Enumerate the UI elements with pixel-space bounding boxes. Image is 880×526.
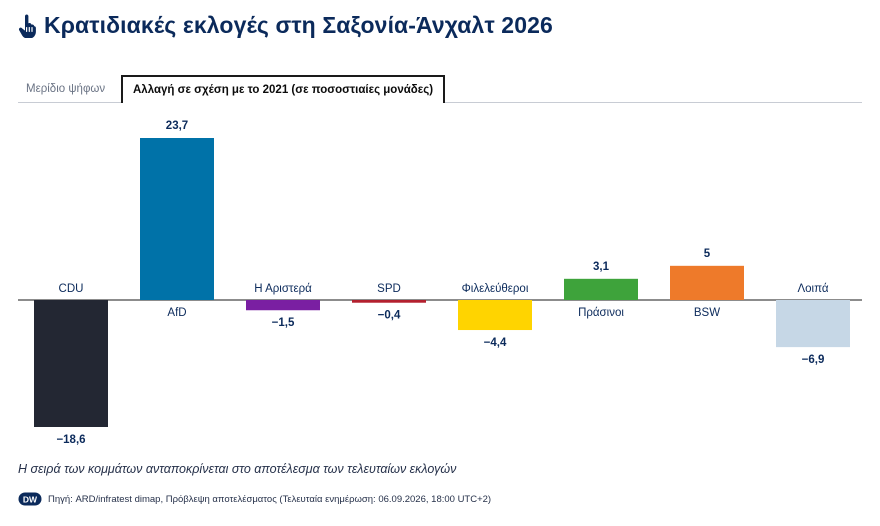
tab-change-since-2021[interactable]: Αλλαγή σε σχέση με το 2021 (σε ποσοστιαί… xyxy=(121,75,446,103)
value-label: 23,7 xyxy=(166,120,188,132)
bar-6 xyxy=(670,265,744,300)
footer: DW Πηγή: ARD/infratest dimap, Πρόβλεψη α… xyxy=(18,492,491,506)
category-label: BSW xyxy=(694,307,720,319)
category-label: Πράσινοι xyxy=(578,307,624,319)
chart-note: Η σειρά των κομμάτων ανταποκρίνεται στο … xyxy=(18,462,457,476)
value-label: −0,4 xyxy=(378,310,401,322)
bar-7 xyxy=(776,300,850,348)
dw-logo-icon: DW xyxy=(18,492,42,506)
bar-0 xyxy=(34,300,108,427)
category-label: Φιλελεύθεροι xyxy=(462,283,529,295)
dw-logo-text: DW xyxy=(23,494,38,504)
category-label: Λοιπά xyxy=(797,283,828,295)
value-label: −4,4 xyxy=(484,337,507,349)
value-label: 5 xyxy=(704,248,711,260)
value-label: −1,5 xyxy=(272,317,295,329)
page-title: Κρατιδιακές εκλογές στη Σαξονία-Άνχαλτ 2… xyxy=(44,12,553,38)
bar-5 xyxy=(564,278,638,300)
source-text: Πηγή: ARD/infratest dimap, Πρόβλεψη αποτ… xyxy=(48,493,492,505)
category-label: AfD xyxy=(167,307,186,319)
hand-pointer-icon xyxy=(18,14,36,38)
category-label: SPD xyxy=(377,283,401,295)
title-row: Κρατιδιακές εκλογές στη Σαξονία-Άνχαλτ 2… xyxy=(18,12,553,39)
tab-bar: Μερίδιο ψήφων Αλλαγή σε σχέση με το 2021… xyxy=(18,75,862,103)
value-label: 3,1 xyxy=(593,261,610,273)
bar-4 xyxy=(458,300,532,331)
bar-1 xyxy=(140,138,214,300)
category-label: CDU xyxy=(59,283,84,295)
value-label: −18,6 xyxy=(56,434,85,446)
tab-vote-share[interactable]: Μερίδιο ψήφων xyxy=(26,83,106,95)
bar-2 xyxy=(246,300,320,311)
value-label: −6,9 xyxy=(802,354,825,366)
bar-3 xyxy=(352,300,426,303)
category-label: Η Αριστερά xyxy=(254,283,312,295)
